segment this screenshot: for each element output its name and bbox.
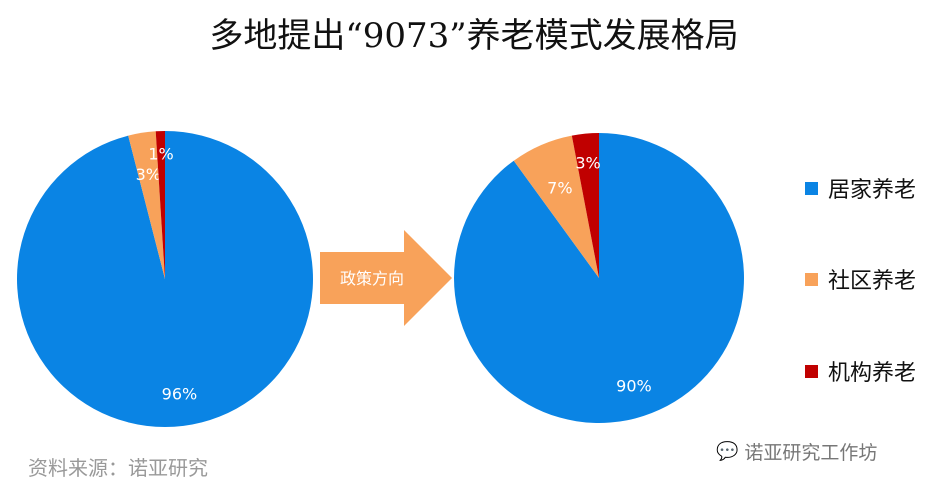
pie2-label-1: 7% (547, 179, 572, 198)
policy-arrow: 政策方向 (320, 230, 452, 326)
source-note: 资料来源：诺亚研究 (28, 456, 208, 480)
pie1-slice-0 (16, 131, 313, 427)
legend-label: 社区养老 (828, 269, 917, 294)
watermark: 💬 诺亚研究工作坊 (716, 438, 877, 465)
pie2-label-2: 3% (575, 154, 600, 173)
pie2-slice-1 (513, 135, 599, 278)
legend-swatch (805, 272, 818, 286)
watermark-text: 诺亚研究工作坊 (744, 442, 878, 464)
legend-item-institution: 机构养老 (805, 355, 916, 387)
pie1-label-2: 1% (148, 144, 173, 163)
pie2-label-0: 90% (616, 377, 652, 396)
legend-label: 机构养老 (828, 361, 917, 386)
pie2-slice-0 (453, 133, 744, 423)
chart-title: 多地提出“9073”养老模式发展格局 (209, 16, 739, 56)
legend-item-community: 社区养老 (805, 263, 916, 295)
arrow-label: 政策方向 (340, 269, 404, 288)
legend-swatch (805, 364, 818, 378)
pie1-slice-2 (155, 131, 165, 279)
wechat-icon: 💬 (716, 441, 739, 462)
pie1-label-0: 96% (162, 385, 198, 404)
pie1-label-1: 3% (136, 165, 161, 184)
pie1-slice-1 (128, 131, 165, 279)
legend-item-home: 居家养老 (805, 172, 916, 204)
legend-label: 居家养老 (828, 178, 917, 203)
pie2-slice-2 (571, 133, 599, 278)
legend-swatch (805, 181, 818, 195)
